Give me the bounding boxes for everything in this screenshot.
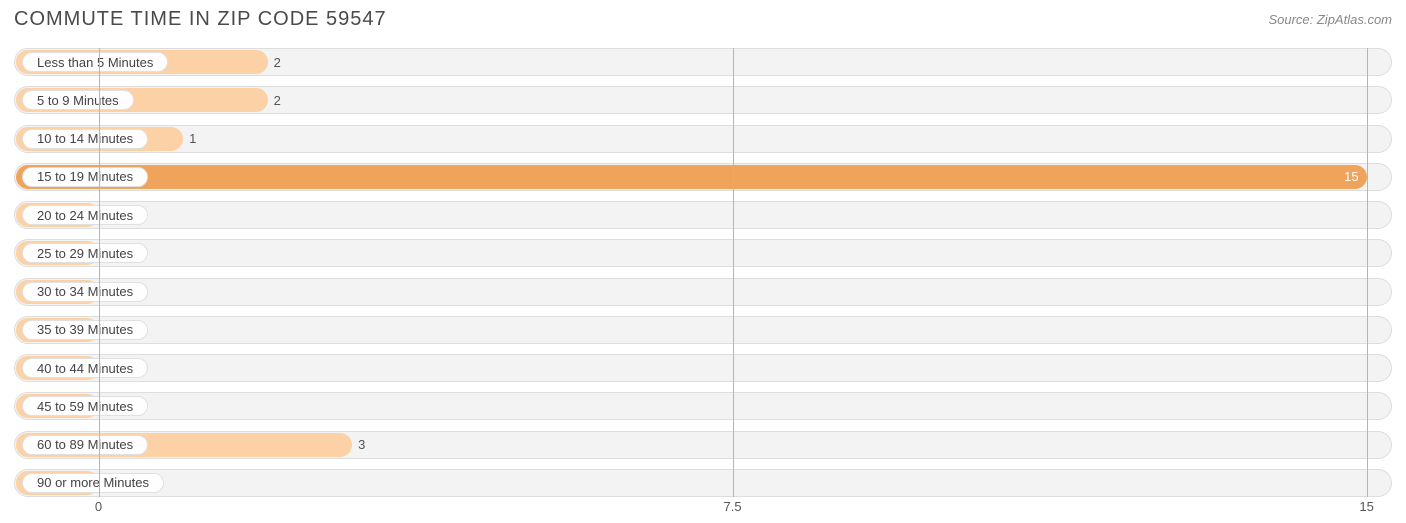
chart-title: COMMUTE TIME IN ZIP CODE 59547 (14, 8, 387, 31)
bar-value: 15 (1344, 163, 1366, 191)
bar-row: 045 to 59 Minutes (14, 392, 1392, 420)
bar-track (14, 354, 1392, 382)
gridline (99, 48, 100, 497)
bar-row: 1 10 to 14 Minutes (14, 125, 1392, 153)
bar-value: 2 (268, 86, 281, 114)
bar-row: 3 60 to 89 Minutes (14, 431, 1392, 459)
bar-track (14, 392, 1392, 420)
category-label: 20 to 24 Minutes (22, 205, 148, 225)
category-label: 30 to 34 Minutes (22, 282, 148, 302)
gridline (1367, 48, 1368, 497)
bar-track (14, 469, 1392, 497)
gridline (733, 48, 734, 497)
bar-track (14, 316, 1392, 344)
category-label: 40 to 44 Minutes (22, 358, 148, 378)
x-axis: 0 7.5 15 (14, 499, 1392, 519)
category-label: 60 to 89 Minutes (22, 435, 148, 455)
bar-row: 040 to 44 Minutes (14, 354, 1392, 382)
bar-row: 2 Less than 5 Minutes (14, 48, 1392, 76)
category-label: 5 to 9 Minutes (22, 90, 134, 110)
bar-row: 035 to 39 Minutes (14, 316, 1392, 344)
bar-row: 030 to 34 Minutes (14, 278, 1392, 306)
x-tick-label: 15 (1359, 499, 1373, 514)
bar-track (14, 125, 1392, 153)
bar-track (14, 239, 1392, 267)
x-tick-label: 7.5 (724, 499, 742, 514)
category-label: Less than 5 Minutes (22, 52, 168, 72)
bar-value: 2 (268, 48, 281, 76)
x-tick-label: 0 (95, 499, 102, 514)
bar-value: 3 (352, 431, 365, 459)
bar-row: 15 15 to 19 Minutes (14, 163, 1392, 191)
bar-row: 090 or more Minutes (14, 469, 1392, 497)
bar-row: 025 to 29 Minutes (14, 239, 1392, 267)
bar-row: 020 to 24 Minutes (14, 201, 1392, 229)
bar-track (14, 278, 1392, 306)
category-label: 25 to 29 Minutes (22, 243, 148, 263)
category-label: 10 to 14 Minutes (22, 129, 148, 149)
bar-track (14, 201, 1392, 229)
category-label: 90 or more Minutes (22, 473, 164, 493)
bar-fill (16, 165, 1367, 189)
category-label: 35 to 39 Minutes (22, 320, 148, 340)
category-label: 45 to 59 Minutes (22, 396, 148, 416)
category-label: 15 to 19 Minutes (22, 167, 148, 187)
bar-value: 1 (183, 125, 196, 153)
chart-plot-area: 2 Less than 5 Minutes 2 5 to 9 Minutes 1 10 t… (14, 48, 1392, 497)
bar-row: 2 5 to 9 Minutes (14, 86, 1392, 114)
source-attribution: Source: ZipAtlas.com (1268, 12, 1392, 27)
